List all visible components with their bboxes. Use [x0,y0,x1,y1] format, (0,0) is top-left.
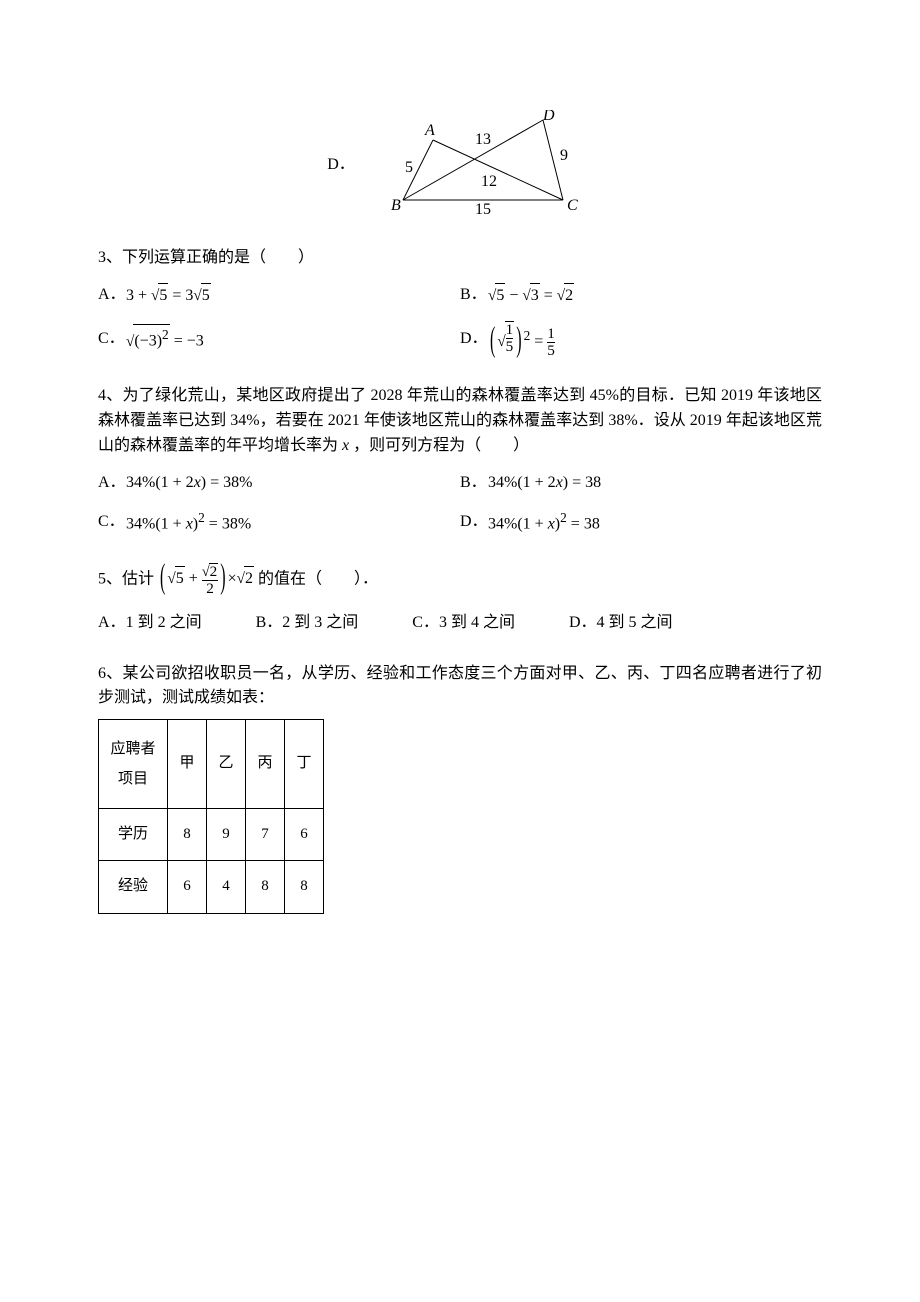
q3-a-label: A． [98,283,126,308]
q4-stem: 4、为了绿化荒山，某地区政府提出了 2028 年荒山的森林覆盖率达到 45%的目… [98,384,822,458]
table-row: 学历 8 9 7 6 [99,809,324,861]
q5-option-d: D．4 到 5 之间 [569,611,673,636]
q4-a-label: A． [98,471,126,496]
vertex-a: A [424,122,435,139]
vertex-b: B [391,197,401,214]
q4-d-math: 34%(1 + x)2 = 38 [488,508,600,537]
q5-stem-suffix: 的值在（ ）． [258,570,378,587]
q5-stem-math: (5 + 22)×2 [158,570,258,587]
q3-d-label: D． [460,327,488,352]
q3-option-c: C． (−3)2 = −3 [98,321,460,359]
q6-table: 应聘者 项目 甲 乙 丙 丁 学历 8 9 7 6 经验 6 4 8 8 [98,719,324,914]
table-header-left: 应聘者 项目 [99,720,168,809]
q4-option-b: B． 34%(1 + 2x) = 38 [460,471,822,496]
q4-b-label: B． [460,471,488,496]
q5-stem: 5、估计 (5 + 22)×2 的值在（ ）． [98,563,822,597]
q5-option-b: B．2 到 3 之间 [256,611,359,636]
q4-option-c: C． 34%(1 + x)2 = 38% [98,508,460,537]
vertex-c: C [567,197,578,214]
q3-c-math: (−3)2 = −3 [126,324,204,354]
q3-a-math: 3 + 5 = 35 [126,283,211,309]
table-row: 经验 6 4 8 8 [99,861,324,913]
edge-bc-label: 15 [475,201,491,218]
q6-stem: 6、某公司欲招收职员一名，从学历、经验和工作态度三个方面对甲、乙、丙、丁四名应聘… [98,662,822,712]
q3-b-math: 5 − 3 = 2 [488,283,574,309]
q2-diagram: A B C D 5 13 12 9 15 [363,110,593,220]
table-col-3: 丁 [285,720,324,809]
edge-ab-label: 5 [405,159,413,176]
q4-a-math: 34%(1 + 2x) = 38% [126,471,252,496]
q4-option-a: A． 34%(1 + 2x) = 38% [98,471,460,496]
q2-option-d-label: D． [327,153,355,178]
q3-c-label: C． [98,327,126,352]
q4-b-math: 34%(1 + 2x) = 38 [488,471,601,496]
q4-c-math: 34%(1 + x)2 = 38% [126,508,251,537]
q3-option-a: A． 3 + 5 = 35 [98,283,460,309]
q3-b-label: B． [460,283,488,308]
vertex-d: D [542,110,555,124]
q3-d-math: (15)2 = 15 [488,321,555,359]
table-col-0: 甲 [168,720,207,809]
q4-c-label: C． [98,510,126,535]
edge-dc-label: 9 [560,147,568,164]
table-col-1: 乙 [207,720,246,809]
q4-d-label: D． [460,510,488,535]
q5-option-a: A．1 到 2 之间 [98,611,202,636]
q5-option-c: C．3 到 4 之间 [412,611,515,636]
q3-option-d: D． (15)2 = 15 [460,321,822,359]
q2-option-d-block: D． A B C D 5 13 12 9 15 [98,110,822,220]
table-col-2: 丙 [246,720,285,809]
q3-option-b: B． 5 − 3 = 2 [460,283,822,309]
q3-stem: 3、下列运算正确的是（ ） [98,246,822,271]
edge-ac-label: 13 [475,131,491,148]
q4-option-d: D． 34%(1 + x)2 = 38 [460,508,822,537]
edge-bd-label: 12 [481,173,497,190]
q5-stem-prefix: 5、估计 [98,570,154,587]
